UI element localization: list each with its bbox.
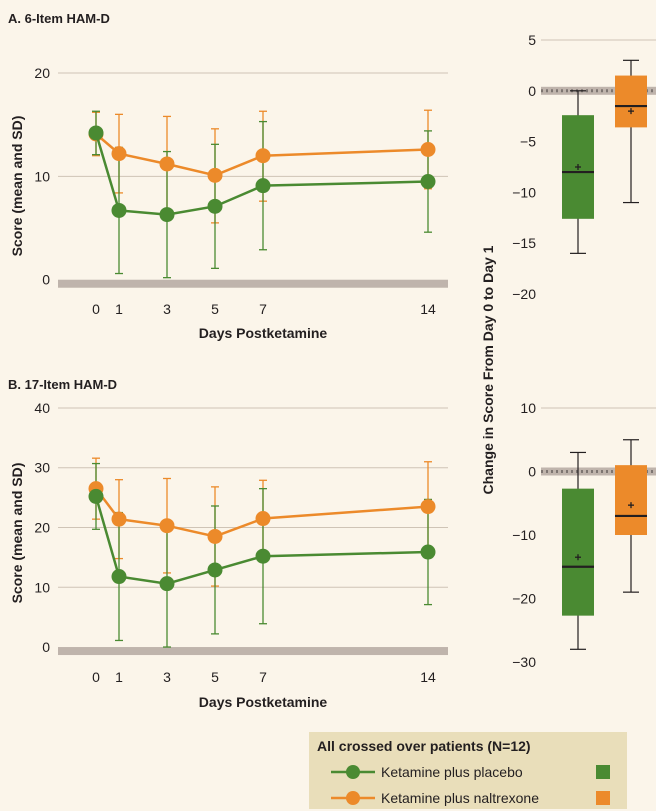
box-bottom-y-ticks: 10 0 −10 −20 −30: [512, 400, 536, 670]
panel-a-y-ticks: 0 10 20: [34, 65, 50, 288]
panel-b-y-ticks: 0 10 20 30 40: [34, 400, 50, 655]
data-point-placebo: [207, 198, 223, 214]
x-tick-label: 14: [420, 669, 436, 685]
y-tick-label: −20: [512, 286, 536, 302]
y-tick-label: 0: [42, 639, 50, 655]
y-tick-label: 10: [520, 400, 536, 416]
legend-background: [309, 732, 627, 809]
y-tick-label: −30: [512, 654, 536, 670]
y-tick-label: −10: [512, 184, 536, 200]
panel-b-x-axis-title: Days Postketamine: [199, 694, 328, 710]
data-point-placebo: [111, 202, 127, 218]
data-point-placebo: [111, 569, 127, 585]
y-tick-label: 10: [34, 168, 50, 184]
box-y-axis-title: Change in Score From Day 0 to Day 1: [480, 245, 496, 494]
box-plot-bottom: 10 0 −10 −20 −30: [512, 400, 656, 670]
data-point-naltrexone: [207, 528, 223, 544]
panel-b-x-ticks: 0 1 3 5 7 14: [92, 669, 436, 685]
data-point-placebo: [207, 562, 223, 578]
data-point-placebo: [88, 488, 104, 504]
data-point-placebo: [255, 548, 271, 564]
y-tick-label: −20: [512, 591, 536, 607]
panel-b-title: B. 17-Item HAM-D: [8, 377, 117, 392]
y-tick-label: 0: [528, 464, 536, 480]
legend-naltrexone-marker: [346, 791, 360, 805]
x-tick-label: 5: [211, 301, 219, 317]
legend-placebo-swatch: [596, 765, 610, 779]
data-point-placebo: [420, 544, 436, 560]
data-point-naltrexone: [159, 518, 175, 534]
box-bottom-marks: [562, 439, 647, 650]
y-tick-label: 30: [34, 460, 50, 476]
x-tick-label: 14: [420, 301, 436, 317]
x-tick-label: 1: [115, 669, 123, 685]
data-point-placebo: [88, 125, 104, 141]
y-tick-label: −5: [520, 134, 536, 150]
y-tick-label: 40: [34, 400, 50, 416]
y-tick-label: 10: [34, 579, 50, 595]
box-top-y-ticks: 5 0 −5 −10 −15 −20: [512, 32, 536, 302]
series-line-placebo: [94, 132, 429, 216]
data-point-naltrexone: [111, 146, 127, 162]
panel-b-marks: [88, 457, 436, 648]
panel-a-y-axis-title: Score (mean and SD): [9, 116, 25, 257]
baseline-band: [58, 647, 448, 656]
data-point-naltrexone: [420, 141, 436, 157]
legend-naltrexone-label: Ketamine plus naltrexone: [381, 790, 539, 806]
x-tick-label: 7: [259, 301, 267, 317]
legend-placebo-label: Ketamine plus placebo: [381, 764, 523, 780]
x-tick-label: 3: [163, 669, 171, 685]
legend: All crossed over patients (N=12) Ketamin…: [309, 732, 627, 809]
y-tick-label: −15: [512, 235, 536, 251]
panel-a-x-axis-title: Days Postketamine: [199, 325, 328, 341]
data-point-naltrexone: [255, 511, 271, 527]
y-tick-label: 20: [34, 65, 50, 81]
panel-a-title: A. 6-Item HAM-D: [8, 11, 110, 26]
box-top-marks: [562, 59, 647, 254]
x-tick-label: 5: [211, 669, 219, 685]
x-tick-label: 7: [259, 669, 267, 685]
data-point-naltrexone: [207, 167, 223, 183]
panel-b-y-axis-title: Score (mean and SD): [9, 463, 25, 604]
panel-a-grid: [58, 72, 448, 288]
y-tick-label: 20: [34, 520, 50, 536]
data-point-placebo: [420, 174, 436, 190]
y-tick-label: 0: [528, 83, 536, 99]
y-tick-label: −10: [512, 527, 536, 543]
panel-b-grid: [58, 407, 448, 656]
data-point-placebo: [159, 576, 175, 592]
data-point-naltrexone: [255, 148, 271, 164]
x-tick-label: 0: [92, 301, 100, 317]
baseline-band: [541, 86, 656, 95]
legend-placebo-marker: [346, 765, 360, 779]
x-tick-label: 0: [92, 669, 100, 685]
data-point-naltrexone: [420, 499, 436, 515]
panel-a-marks: [88, 109, 436, 279]
data-point-placebo: [255, 178, 271, 194]
legend-title: All crossed over patients (N=12): [317, 738, 531, 754]
baseline-band: [58, 279, 448, 288]
x-tick-label: 3: [163, 301, 171, 317]
box-plot-top: 5 0 −5 −10 −15 −20: [512, 32, 656, 302]
baseline-band: [541, 467, 656, 476]
box-placebo: [562, 488, 594, 616]
box-naltrexone: [615, 75, 647, 128]
data-point-naltrexone: [111, 511, 127, 527]
series-line-placebo: [94, 496, 429, 585]
x-tick-label: 1: [115, 301, 123, 317]
y-tick-label: 0: [42, 272, 50, 288]
data-point-naltrexone: [159, 156, 175, 172]
data-point-placebo: [159, 207, 175, 223]
legend-naltrexone-swatch: [596, 791, 610, 805]
box-naltrexone: [615, 465, 647, 535]
y-tick-label: 5: [528, 32, 536, 48]
panel-a-x-ticks: 0 1 3 5 7 14: [92, 301, 436, 317]
